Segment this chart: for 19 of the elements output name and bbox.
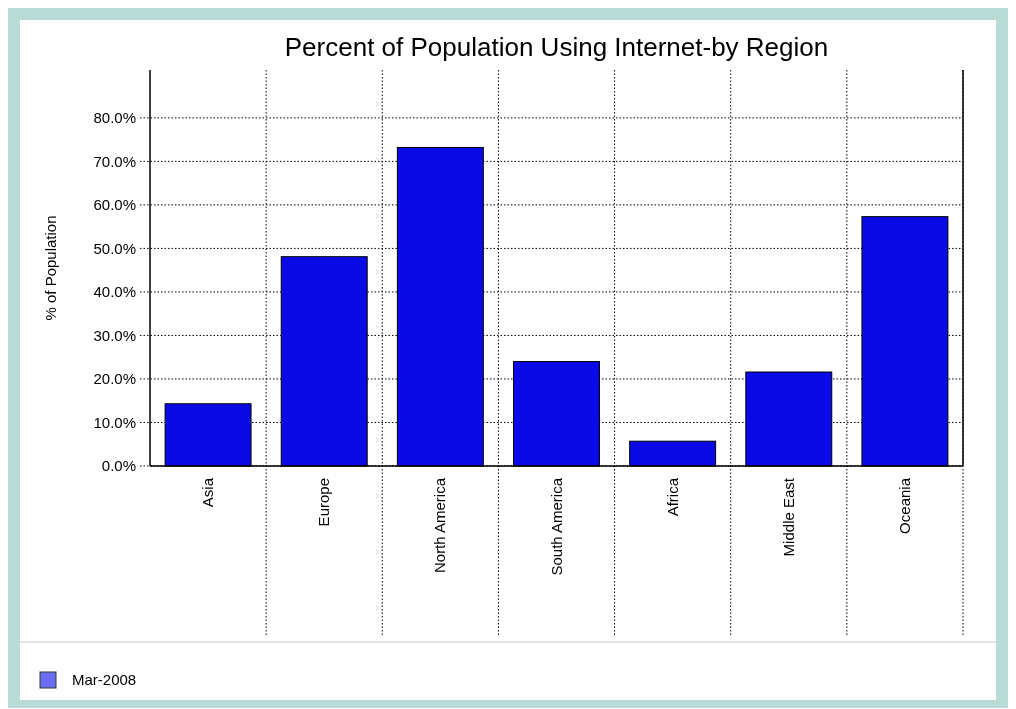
y-tick-label: 10.0% — [93, 413, 136, 431]
y-tick-label: 60.0% — [93, 196, 136, 214]
x-tick-label: North America — [431, 477, 449, 574]
x-tick-label: Asia — [199, 477, 217, 508]
legend-label: Mar-2008 — [72, 671, 137, 689]
y-tick-label: 40.0% — [93, 283, 136, 301]
x-tick-label: Africa — [663, 477, 681, 517]
y-tick-label: 20.0% — [93, 370, 136, 388]
y-tick-label: 50.0% — [93, 239, 136, 257]
x-tick-label: Oceania — [895, 477, 913, 534]
y-tick-label: 70.0% — [93, 152, 136, 170]
y-axis-title: % of Population — [42, 215, 59, 321]
x-tick-label: Middle East — [779, 477, 797, 557]
x-tick-label: Europe — [315, 478, 333, 527]
y-tick-label: 0.0% — [101, 457, 136, 475]
y-tick-label: 30.0% — [93, 326, 136, 344]
chart-title: Percent of Population Using Internet-by Region — [284, 32, 829, 62]
x-tick-label: South America — [547, 477, 565, 576]
y-tick-label: 80.0% — [93, 109, 136, 127]
